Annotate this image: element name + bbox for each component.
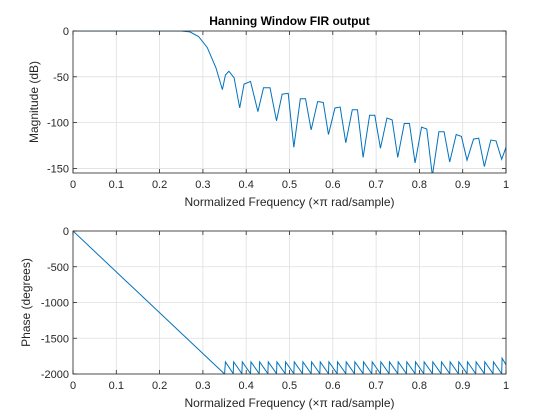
phase-y-tick-label: -1000 — [41, 298, 69, 310]
magnitude-y-tick-label: -100 — [47, 118, 69, 130]
phase-x-tick-label: 0.7 — [368, 380, 383, 392]
phase-x-tick-label: 0.6 — [325, 380, 340, 392]
magnitude-x-tick-label: 1 — [503, 179, 509, 191]
phase-x-tick-label: 0.8 — [412, 380, 427, 392]
phase-x-tick-label: 1 — [503, 380, 509, 392]
phase-x-tick-label: 0.2 — [152, 380, 167, 392]
magnitude-y-tick-label: 0 — [63, 26, 69, 38]
magnitude-x-tick-label: 0.7 — [368, 179, 383, 191]
phase-y-tick-label: -1500 — [41, 333, 69, 345]
magnitude-chart-title: Hanning Window FIR output — [209, 14, 370, 28]
phase-x-axis-label: Normalized Frequency (×π rad/sample) — [184, 396, 394, 410]
phase-y-tick-label: 0 — [63, 226, 69, 238]
phase-y-axis-label: Phase (degrees) — [19, 258, 33, 347]
magnitude-x-tick-label: 0.3 — [195, 179, 210, 191]
phase-x-tick-label: 0.3 — [195, 380, 210, 392]
magnitude-x-tick-label: 0.9 — [455, 179, 470, 191]
phase-y-tick-label: -2000 — [41, 369, 69, 381]
phase-x-tick-label: 0 — [70, 380, 76, 392]
magnitude-x-tick-label: 0.1 — [109, 179, 124, 191]
magnitude-x-tick-label: 0.8 — [412, 179, 427, 191]
magnitude-y-axis-label: Magnitude (dB) — [27, 61, 41, 143]
magnitude-x-tick-label: 0 — [70, 179, 76, 191]
phase-x-tick-label: 0.4 — [239, 380, 254, 392]
magnitude-x-axis-label: Normalized Frequency (×π rad/sample) — [184, 195, 394, 209]
phase-axes: 0 0.1 0.2 0.3 0.4 0.5 0.6 0.7 0.8 0.9 1 0 -500 -1000 -… — [19, 226, 509, 410]
phase-x-tick-label: 0.1 — [109, 380, 124, 392]
phase-x-tick-label: 0.9 — [455, 380, 470, 392]
magnitude-y-tick-label: -150 — [47, 163, 69, 175]
phase-y-tick-label: -500 — [47, 262, 69, 274]
phase-x-tick-label: 0.5 — [282, 380, 297, 392]
magnitude-axes: 0 0.1 0.2 0.3 0.4 0.5 0.6 0.7 0.8 0.9 1 0 -50 -100 -15… — [27, 14, 509, 209]
magnitude-x-tick-label: 0.4 — [239, 179, 254, 191]
magnitude-y-tick-label: -50 — [53, 72, 69, 84]
magnitude-x-tick-label: 0.5 — [282, 179, 297, 191]
magnitude-x-tick-label: 0.2 — [152, 179, 167, 191]
magnitude-x-tick-label: 0.6 — [325, 179, 340, 191]
